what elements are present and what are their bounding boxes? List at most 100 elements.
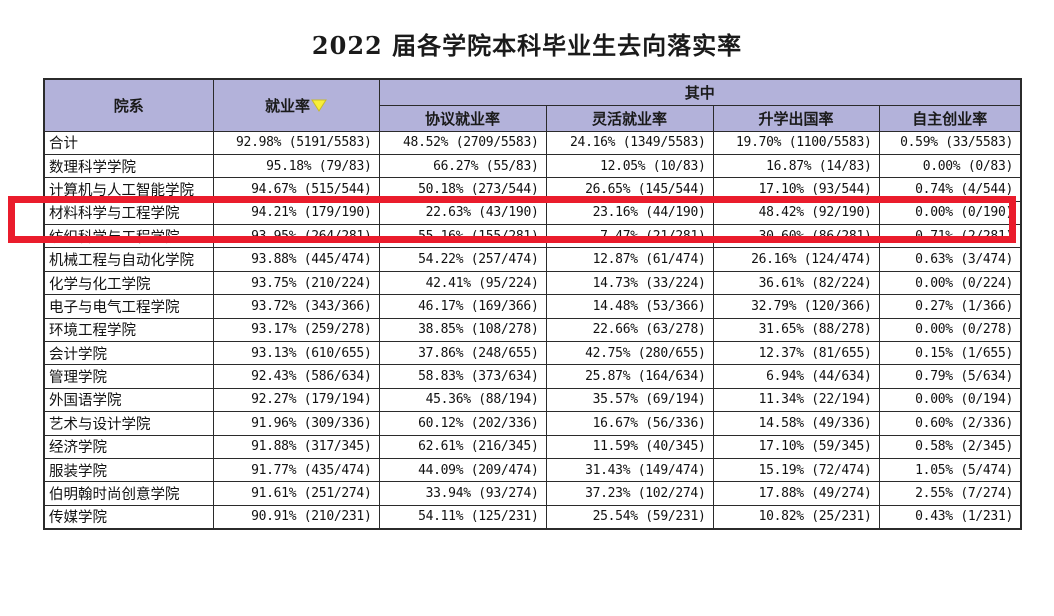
department-name-cell: 环境工程学院 <box>43 317 214 343</box>
department-name-cell: 材料科学与工程学院 <box>43 200 214 226</box>
table-row: 外国语学院 92.27% (179/194) 45.36% (88/194) 3… <box>43 387 1022 413</box>
startup-rate-cell: 0.00% (0/190) <box>878 200 1022 226</box>
column-header-employment-rate[interactable]: 就业率 <box>212 78 380 132</box>
further-study-rate-cell: 17.88% (49/274) <box>712 481 880 506</box>
contract-rate-cell: 22.63% (43/190) <box>378 200 547 226</box>
contract-rate-cell: 54.22% (257/474) <box>378 247 547 272</box>
further-study-rate-cell: 48.42% (92/190) <box>712 200 880 226</box>
contract-rate-cell: 44.09% (209/474) <box>378 457 547 483</box>
table-body: 合计 92.98% (5191/5583) 48.52% (2709/5583)… <box>43 130 1022 530</box>
contract-rate-cell: 58.83% (373/634) <box>378 364 547 389</box>
further-study-rate-cell: 17.10% (93/544) <box>712 177 880 202</box>
further-study-rate-cell: 6.94% (44/634) <box>712 364 880 389</box>
flexible-rate-cell: 7.47% (21/281) <box>545 224 714 249</box>
startup-rate-cell: 1.05% (5/474) <box>878 457 1022 483</box>
further-study-rate-cell: 26.16% (124/474) <box>712 247 880 272</box>
further-study-rate-cell: 11.34% (22/194) <box>712 387 880 413</box>
flexible-rate-cell: 37.23% (102/274) <box>545 481 714 506</box>
further-study-rate-cell: 32.79% (120/366) <box>712 294 880 319</box>
table-row: 伯明翰时尚创意学院 91.61% (251/274) 33.94% (93/27… <box>43 481 1022 506</box>
startup-rate-cell: 0.00% (0/194) <box>878 387 1022 413</box>
department-name-cell: 合计 <box>43 130 214 155</box>
table-row: 数理科学学院 95.18% (79/83) 66.27% (55/83) 12.… <box>43 153 1022 179</box>
department-name-cell: 服装学院 <box>43 457 214 483</box>
contract-rate-cell: 38.85% (108/278) <box>378 317 547 343</box>
employment-rate-cell: 93.75% (210/224) <box>212 270 380 296</box>
column-header-department: 院系 <box>43 78 214 132</box>
contract-rate-cell: 60.12% (202/336) <box>378 411 547 436</box>
table-row: 经济学院 91.88% (317/345) 62.61% (216/345) 1… <box>43 434 1022 459</box>
department-name-cell: 经济学院 <box>43 434 214 459</box>
column-header-flexible-rate: 灵活就业率 <box>545 104 714 132</box>
table-row: 机械工程与自动化学院 93.88% (445/474) 54.22% (257/… <box>43 247 1022 272</box>
contract-rate-cell: 45.36% (88/194) <box>378 387 547 413</box>
further-study-rate-cell: 31.65% (88/278) <box>712 317 880 343</box>
table-row: 材料科学与工程学院 94.21% (179/190) 22.63% (43/19… <box>43 200 1022 226</box>
page-title: 2022 届各学院本科毕业生去向落实率 <box>311 31 743 60</box>
further-study-rate-cell: 19.70% (1100/5583) <box>712 130 880 155</box>
department-name-cell: 艺术与设计学院 <box>43 411 214 436</box>
further-study-rate-cell: 12.37% (81/655) <box>712 341 880 366</box>
startup-rate-cell: 0.00% (0/224) <box>878 270 1022 296</box>
startup-rate-cell: 0.00% (0/83) <box>878 153 1022 179</box>
further-study-rate-cell: 30.60% (86/281) <box>712 224 880 249</box>
table-row: 化学与化工学院 93.75% (210/224) 42.41% (95/224)… <box>43 270 1022 296</box>
column-header-among: 其中 <box>378 78 1022 106</box>
contract-rate-cell: 33.94% (93/274) <box>378 481 547 506</box>
flexible-rate-cell: 25.87% (164/634) <box>545 364 714 389</box>
flexible-rate-cell: 11.59% (40/345) <box>545 434 714 459</box>
department-name-cell: 纺织科学与工程学院 <box>43 224 214 249</box>
employment-rate-cell: 93.72% (343/366) <box>212 294 380 319</box>
employment-rate-cell: 91.77% (435/474) <box>212 457 380 483</box>
flexible-rate-cell: 16.67% (56/336) <box>545 411 714 436</box>
employment-rate-cell: 91.61% (251/274) <box>212 481 380 506</box>
contract-rate-cell: 42.41% (95/224) <box>378 270 547 296</box>
department-name-cell: 数理科学学院 <box>43 153 214 179</box>
contract-rate-cell: 37.86% (248/655) <box>378 341 547 366</box>
startup-rate-cell: 0.59% (33/5583) <box>878 130 1022 155</box>
further-study-rate-cell: 14.58% (49/336) <box>712 411 880 436</box>
employment-rate-label: 就业率 <box>264 97 310 115</box>
employment-rate-cell: 92.27% (179/194) <box>212 387 380 413</box>
flexible-rate-cell: 35.57% (69/194) <box>545 387 714 413</box>
employment-rate-cell: 94.21% (179/190) <box>212 200 380 226</box>
further-study-rate-cell: 16.87% (14/83) <box>712 153 880 179</box>
flexible-rate-cell: 12.05% (10/83) <box>545 153 714 179</box>
table-row: 传媒学院 90.91% (210/231) 54.11% (125/231) 2… <box>43 504 1022 530</box>
startup-rate-cell: 0.15% (1/655) <box>878 341 1022 366</box>
table-row: 计算机与人工智能学院 94.67% (515/544) 50.18% (273/… <box>43 177 1022 202</box>
startup-rate-cell: 0.00% (0/278) <box>878 317 1022 343</box>
startup-rate-cell: 0.79% (5/634) <box>878 364 1022 389</box>
department-name-cell: 外国语学院 <box>43 387 214 413</box>
flexible-rate-cell: 14.48% (53/366) <box>545 294 714 319</box>
employment-rate-cell: 93.13% (610/655) <box>212 341 380 366</box>
further-study-rate-cell: 17.10% (59/345) <box>712 434 880 459</box>
department-name-cell: 机械工程与自动化学院 <box>43 247 214 272</box>
flexible-rate-cell: 24.16% (1349/5583) <box>545 130 714 155</box>
flexible-rate-cell: 14.73% (33/224) <box>545 270 714 296</box>
further-study-rate-cell: 10.82% (25/231) <box>712 504 880 530</box>
contract-rate-cell: 66.27% (55/83) <box>378 153 547 179</box>
startup-rate-cell: 0.43% (1/231) <box>878 504 1022 530</box>
employment-rate-cell: 91.96% (309/336) <box>212 411 380 436</box>
employment-rate-cell: 91.88% (317/345) <box>212 434 380 459</box>
contract-rate-cell: 62.61% (216/345) <box>378 434 547 459</box>
startup-rate-cell: 2.55% (7/274) <box>878 481 1022 506</box>
flexible-rate-cell: 31.43% (149/474) <box>545 457 714 483</box>
flexible-rate-cell: 23.16% (44/190) <box>545 200 714 226</box>
sort-descending-icon[interactable] <box>311 99 327 112</box>
employment-rate-cell: 90.91% (210/231) <box>212 504 380 530</box>
employment-rate-cell: 93.95% (264/281) <box>212 224 380 249</box>
table-row: 合计 92.98% (5191/5583) 48.52% (2709/5583)… <box>43 130 1022 155</box>
table-row: 电子与电气工程学院 93.72% (343/366) 46.17% (169/3… <box>43 294 1022 319</box>
employment-rate-table: 院系 就业率 其中 协议就业率 灵活就业率 升学出国率 自主创业率 合计 92.… <box>43 78 1023 530</box>
flexible-rate-cell: 42.75% (280/655) <box>545 341 714 366</box>
further-study-rate-cell: 36.61% (82/224) <box>712 270 880 296</box>
table-row: 会计学院 93.13% (610/655) 37.86% (248/655) 4… <box>43 341 1022 366</box>
department-name-cell: 伯明翰时尚创意学院 <box>43 481 214 506</box>
contract-rate-cell: 50.18% (273/544) <box>378 177 547 202</box>
table-row: 环境工程学院 93.17% (259/278) 38.85% (108/278)… <box>43 317 1022 343</box>
employment-rate-cell: 93.17% (259/278) <box>212 317 380 343</box>
flexible-rate-cell: 12.87% (61/474) <box>545 247 714 272</box>
